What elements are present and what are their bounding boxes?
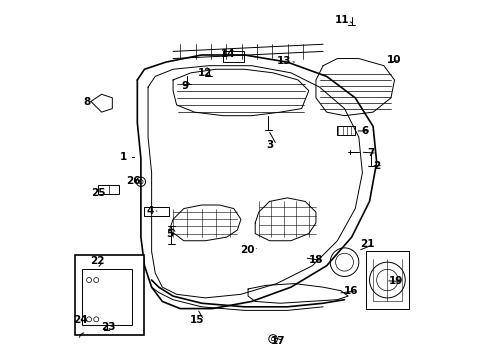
Bar [223,51,244,62]
Text: 21: 21 [360,239,374,249]
Text: 2: 2 [372,161,380,171]
Bar [337,126,354,135]
Text: 17: 17 [270,336,285,346]
Text: 23: 23 [101,322,115,332]
Text: 26: 26 [126,176,141,186]
Text: 8: 8 [83,97,91,107]
Text: 12: 12 [198,68,212,78]
Text: 22: 22 [90,256,104,266]
Text: 6: 6 [360,126,367,136]
Text: 19: 19 [388,276,402,287]
Text: 16: 16 [343,286,358,296]
Text: 10: 10 [386,55,400,65]
Text: 24: 24 [73,315,88,325]
Text: 20: 20 [240,245,254,255]
Text: 25: 25 [91,188,105,198]
Bar [144,207,169,216]
Text: 3: 3 [266,140,273,150]
Text: 13: 13 [276,57,290,66]
Text: 7: 7 [366,148,373,158]
Bar [82,269,132,325]
Text: 18: 18 [308,255,323,265]
Text: 14: 14 [220,49,235,59]
Text: 15: 15 [190,315,204,325]
Bar [98,185,119,194]
Text: 1: 1 [119,153,126,162]
Text: 11: 11 [334,15,348,25]
Text: 4: 4 [146,206,153,216]
Text: 9: 9 [181,81,188,91]
Text: 5: 5 [166,229,173,239]
Bar [75,255,144,336]
